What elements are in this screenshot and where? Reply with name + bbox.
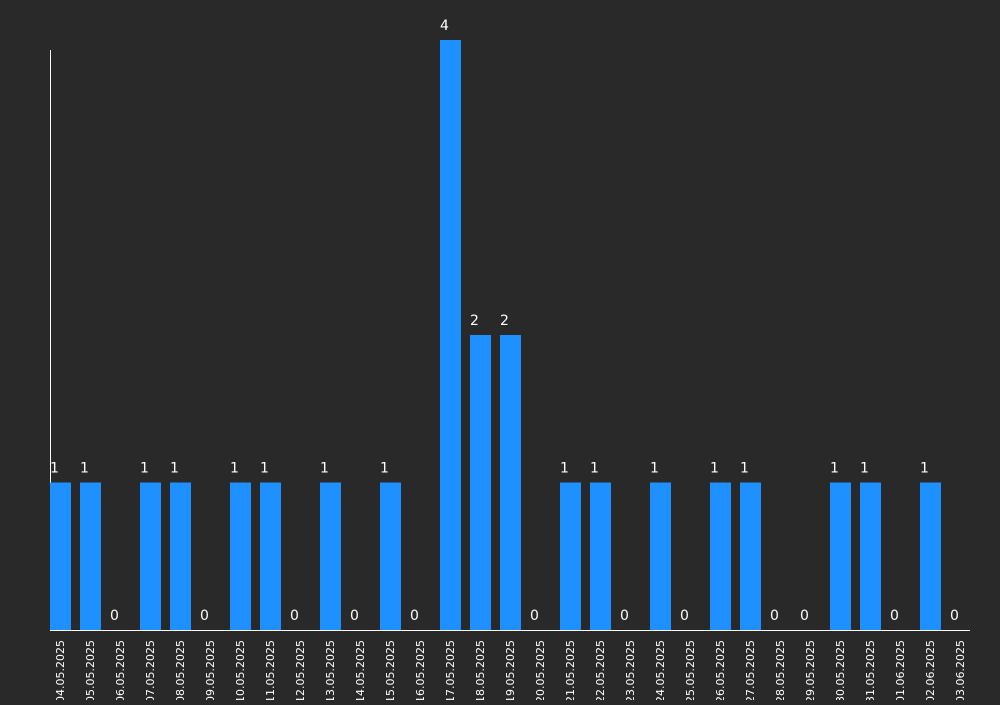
x-tick-label-18.05.2025: 18.05.2025 (474, 640, 487, 700)
x-tick-label-30.05.2025: 30.05.2025 (834, 640, 847, 700)
x-tick-label-09.05.2025: 09.05.2025 (204, 640, 217, 700)
value-label-13.05.2025: 1 (320, 461, 329, 477)
bar-30.05.2025 (830, 482, 851, 630)
bar-17.05.2025 (440, 40, 461, 630)
x-tick-label-14.05.2025: 14.05.2025 (354, 640, 367, 700)
value-label-19.05.2025: 2 (500, 313, 509, 329)
x-tick-label-24.05.2025: 24.05.2025 (654, 640, 667, 700)
bar-05.05.2025 (80, 482, 101, 630)
value-label-03.06.2025: 0 (950, 608, 959, 624)
x-tick-label-11.05.2025: 11.05.2025 (264, 640, 277, 700)
x-tick-label-31.05.2025: 31.05.2025 (864, 640, 877, 700)
value-label-26.05.2025: 1 (710, 461, 719, 477)
value-label-20.05.2025: 0 (530, 608, 539, 624)
value-label-17.05.2025: 4 (440, 18, 449, 34)
bar-26.05.2025 (710, 482, 731, 630)
value-label-28.05.2025: 0 (770, 608, 779, 624)
value-label-01.06.2025: 0 (890, 608, 899, 624)
bar-22.05.2025 (590, 482, 611, 630)
value-label-29.05.2025: 0 (800, 608, 809, 624)
bar-11.05.2025 (260, 482, 281, 630)
x-tick-label-13.05.2025: 13.05.2025 (324, 640, 337, 700)
value-label-30.05.2025: 1 (830, 461, 839, 477)
bar-04.05.2025 (50, 482, 71, 630)
value-label-09.05.2025: 0 (200, 608, 209, 624)
value-label-10.05.2025: 1 (230, 461, 239, 477)
value-label-05.05.2025: 1 (80, 461, 89, 477)
bar-19.05.2025 (500, 335, 521, 630)
x-tick-label-26.05.2025: 26.05.2025 (714, 640, 727, 700)
bar-02.06.2025 (920, 482, 941, 630)
x-tick-label-23.05.2025: 23.05.2025 (624, 640, 637, 700)
bars-group (50, 40, 941, 630)
x-tick-label-19.05.2025: 19.05.2025 (504, 640, 517, 700)
value-label-11.05.2025: 1 (260, 461, 269, 477)
value-label-23.05.2025: 0 (620, 608, 629, 624)
value-label-27.05.2025: 1 (740, 461, 749, 477)
x-tick-label-04.05.2025: 04.05.2025 (54, 640, 67, 700)
value-label-21.05.2025: 1 (560, 461, 569, 477)
bar-13.05.2025 (320, 482, 341, 630)
value-label-06.05.2025: 0 (110, 608, 119, 624)
bar-07.05.2025 (140, 482, 161, 630)
x-tick-label-28.05.2025: 28.05.2025 (774, 640, 787, 700)
x-tick-label-20.05.2025: 20.05.2025 (534, 640, 547, 700)
value-label-16.05.2025: 0 (410, 608, 419, 624)
value-label-15.05.2025: 1 (380, 461, 389, 477)
x-tick-labels-group: 04.05.2025 05.05.2025 06.05.2025 07.05.2025… (54, 640, 967, 703)
x-tick-label-08.05.2025: 08.05.2025 (174, 640, 187, 700)
value-label-04.05.2025: 1 (50, 461, 59, 477)
x-tick-label-06.05.2025: 06.05.2025 (114, 640, 127, 700)
x-tick-label-01.06.2025: 01.06.2025 (894, 640, 907, 700)
x-tick-label-03.06.2025: 03.06.2025 (954, 640, 967, 700)
bar-27.05.2025 (740, 482, 761, 630)
value-label-22.05.2025: 1 (590, 461, 599, 477)
x-tick-label-22.05.2025: 22.05.2025 (594, 640, 607, 700)
value-label-02.06.2025: 1 (920, 461, 929, 477)
bar-21.05.2025 (560, 482, 581, 630)
x-tick-label-16.05.2025: 16.05.2025 (414, 640, 427, 700)
bar-08.05.2025 (170, 482, 191, 630)
value-label-08.05.2025: 1 (170, 461, 179, 477)
x-tick-label-05.05.2025: 05.05.2025 (84, 640, 97, 700)
value-label-14.05.2025: 0 (350, 608, 359, 624)
value-label-07.05.2025: 1 (140, 461, 149, 477)
value-label-31.05.2025: 1 (860, 461, 869, 477)
x-tick-label-17.05.2025: 17.05.2025 (444, 640, 457, 700)
x-tick-label-27.05.2025: 27.05.2025 (744, 640, 757, 700)
bar-31.05.2025 (860, 482, 881, 630)
x-tick-label-15.05.2025: 15.05.2025 (384, 640, 397, 700)
bar-24.05.2025 (650, 482, 671, 630)
value-labels-group: 1 1 0 1 1 0 1 1 0 1 0 1 0 4 2 2 0 1 1 0 1 0 1 1 0 0 1 1 0 1 0 (50, 18, 959, 624)
x-tick-label-02.06.2025: 02.06.2025 (924, 640, 937, 700)
bar-18.05.2025 (470, 335, 491, 630)
x-tick-label-12.05.2025: 12.05.2025 (294, 640, 307, 700)
x-tick-label-25.05.2025: 25.05.2025 (684, 640, 697, 700)
value-label-24.05.2025: 1 (650, 461, 659, 477)
value-label-18.05.2025: 2 (470, 313, 479, 329)
value-label-25.05.2025: 0 (680, 608, 689, 624)
x-tick-label-10.05.2025: 10.05.2025 (234, 640, 247, 700)
bar-15.05.2025 (380, 482, 401, 630)
bar-10.05.2025 (230, 482, 251, 630)
value-label-12.05.2025: 0 (290, 608, 299, 624)
x-tick-label-29.05.2025: 29.05.2025 (804, 640, 817, 700)
x-tick-label-07.05.2025: 07.05.2025 (144, 640, 157, 700)
x-tick-label-21.05.2025: 21.05.2025 (564, 640, 577, 700)
